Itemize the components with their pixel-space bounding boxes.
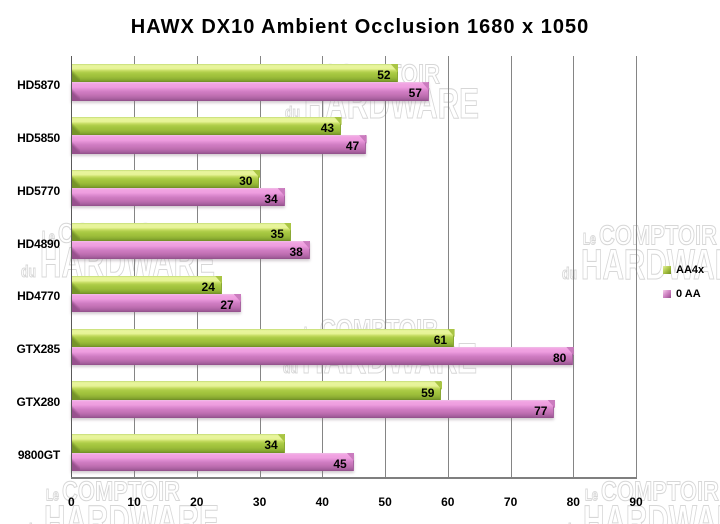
svg-text:Le: Le bbox=[583, 230, 596, 249]
svg-text:Le: Le bbox=[46, 486, 59, 505]
svg-text:HARDWARE: HARDWARE bbox=[44, 498, 219, 524]
svg-text:COMPTOIR: COMPTOIR bbox=[601, 476, 719, 507]
svg-text:Le: Le bbox=[42, 228, 55, 247]
svg-text:HARDWARE: HARDWARE bbox=[583, 498, 720, 524]
svg-text:COMPTOIR: COMPTOIR bbox=[62, 476, 180, 507]
svg-text:du: du bbox=[25, 520, 40, 524]
svg-text:HARDWARE: HARDWARE bbox=[581, 242, 720, 289]
svg-text:du: du bbox=[21, 262, 36, 281]
svg-text:Le: Le bbox=[585, 486, 598, 505]
svg-text:COMPTOIR: COMPTOIR bbox=[599, 220, 717, 251]
svg-text:du: du bbox=[564, 520, 579, 524]
svg-text:du: du bbox=[562, 264, 577, 283]
